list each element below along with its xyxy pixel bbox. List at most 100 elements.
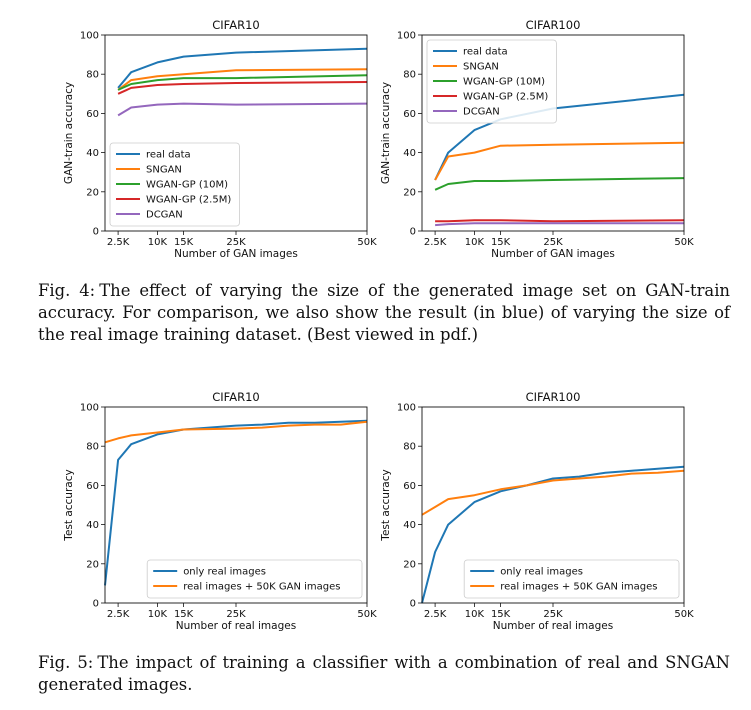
legend-label: WGAN-GP (10M) — [146, 180, 228, 191]
legend-label: WGAN-GP (10M) — [463, 77, 545, 88]
x-tick-label: 2.5K — [424, 609, 447, 620]
y-axis-label: GAN-train accuracy — [63, 82, 75, 184]
y-tick-label: 60 — [403, 109, 416, 120]
y-tick-label: 60 — [86, 109, 99, 120]
legend-label: SNGAN — [463, 62, 499, 73]
x-tick-label: 25K — [543, 237, 563, 248]
y-axis-label: GAN-train accuracy — [380, 82, 392, 184]
y-tick-label: 100 — [397, 31, 416, 42]
y-tick-label: 20 — [86, 187, 99, 198]
x-tick-label: 50K — [674, 237, 694, 248]
x-tick-label: 10K — [465, 609, 485, 620]
series-line-wgan-gp-10m- — [434, 177, 685, 191]
legend-label: SNGAN — [146, 165, 182, 176]
y-tick-label: 40 — [86, 520, 99, 531]
legend-box — [426, 39, 557, 124]
x-axis-label: Number of GAN images — [491, 248, 615, 260]
legend-label: DCGAN — [146, 210, 183, 221]
series-line-only-real-images — [104, 419, 368, 586]
series-line-wgan-gp-2-5m- — [117, 81, 368, 95]
legend-box — [109, 142, 240, 227]
chart-title: CIFAR10 — [212, 18, 259, 32]
series-line-real-data — [117, 47, 368, 89]
y-tick-label: 20 — [86, 559, 99, 570]
x-tick-label: 10K — [148, 237, 168, 248]
x-tick-label: 2.5K — [107, 609, 130, 620]
chart-title: CIFAR10 — [212, 390, 259, 404]
chart-title: CIFAR100 — [526, 18, 581, 32]
x-tick-label: 15K — [491, 237, 511, 248]
x-tick-label: 2.5K — [424, 237, 447, 248]
legend-label: real data — [463, 47, 508, 58]
y-tick-label: 60 — [86, 481, 99, 492]
plot-frame — [104, 406, 368, 604]
y-tick-label: 80 — [86, 442, 99, 453]
fig4-cifar10-chart: CIFAR10 0 20 40 60 80 100 2.5K 10K 15K 25K 50K Numbe… — [63, 18, 377, 260]
y-tick-label: 100 — [80, 403, 99, 414]
series-line-real-images-50k-gan-images — [421, 469, 685, 516]
x-axis-label: Number of real images — [176, 620, 296, 632]
plot-frame — [421, 34, 685, 232]
series-line-wgan-gp-2-5m- — [435, 219, 685, 223]
x-tick-label: 15K — [174, 609, 194, 620]
y-axis-label: Test accuracy — [63, 469, 75, 541]
x-tick-label: 25K — [226, 237, 246, 248]
x-tick-label: 2.5K — [107, 237, 130, 248]
y-tick-label: 40 — [403, 148, 416, 159]
y-tick-label: 0 — [410, 599, 416, 610]
y-axis-label: Test accuracy — [380, 469, 392, 541]
fig5-caption-label: Fig. 5: — [38, 653, 94, 672]
y-tick-label: 0 — [93, 227, 99, 238]
series-line-sngan — [434, 141, 685, 181]
y-tick-label: 40 — [86, 148, 99, 159]
legend-label: real images + 50K GAN images — [183, 582, 340, 593]
y-tick-label: 0 — [93, 599, 99, 610]
y-tick-label: 60 — [403, 481, 416, 492]
legend-box — [146, 559, 363, 599]
fig4-cifar100-chart: CIFAR100 0 20 40 60 80 100 2.5K 10K 15K 25K 50K Numb… — [380, 18, 694, 260]
legend-label: WGAN-GP (2.5M) — [146, 195, 231, 206]
x-axis-label: Number of real images — [493, 620, 613, 632]
y-tick-label: 100 — [397, 403, 416, 414]
fig4-caption-label: Fig. 4: — [38, 281, 96, 300]
legend-label: real images + 50K GAN images — [500, 582, 657, 593]
legend-label: only real images — [500, 567, 583, 578]
y-tick-label: 100 — [80, 31, 99, 42]
x-axis-label: Number of GAN images — [174, 248, 298, 260]
series-line-sngan — [117, 68, 368, 91]
chart-title: CIFAR100 — [526, 390, 581, 404]
y-tick-label: 40 — [403, 520, 416, 531]
fig4-caption-text: The effect of varying the size of the ge… — [38, 281, 730, 344]
x-tick-label: 10K — [148, 609, 168, 620]
y-tick-label: 0 — [410, 227, 416, 238]
legend-label: DCGAN — [463, 107, 500, 118]
legend-label: real data — [146, 150, 191, 161]
x-tick-label: 25K — [543, 609, 563, 620]
y-tick-label: 20 — [403, 559, 416, 570]
x-tick-label: 50K — [674, 609, 694, 620]
series-line-wgan-gp-10m- — [117, 74, 368, 91]
series-line-real-data — [434, 93, 685, 181]
y-tick-label: 80 — [403, 70, 416, 81]
fig4-caption: Fig. 4: The effect of varying the size of… — [38, 280, 730, 346]
plot-frame — [421, 406, 685, 604]
fig5-cifar10-chart: CIFAR10 0 20 40 60 80 100 2.5K 10K 15K 25K 50K Numbe… — [63, 390, 377, 632]
series-line-real-images-50k-gan-images — [104, 420, 368, 444]
y-tick-label: 20 — [403, 187, 416, 198]
plot-frame — [104, 34, 368, 232]
x-tick-label: 25K — [226, 609, 246, 620]
x-tick-label: 50K — [357, 609, 377, 620]
series-line-dcgan — [435, 222, 684, 227]
fig5-cifar100-chart: CIFAR100 0 20 40 60 80 100 2.5K 10K 15K 25K 50K Numb… — [380, 390, 694, 632]
fig5-caption-text: The impact of training a classifier with… — [38, 653, 730, 694]
series-line-dcgan — [117, 102, 368, 117]
y-tick-label: 80 — [86, 70, 99, 81]
x-tick-label: 50K — [357, 237, 377, 248]
x-tick-label: 10K — [465, 237, 485, 248]
legend-box — [463, 559, 680, 599]
fig5-caption: Fig. 5: The impact of training a classifi… — [38, 652, 730, 696]
y-tick-label: 80 — [403, 442, 416, 453]
legend-label: WGAN-GP (2.5M) — [463, 92, 548, 103]
x-tick-label: 15K — [491, 609, 511, 620]
x-tick-label: 15K — [174, 237, 194, 248]
